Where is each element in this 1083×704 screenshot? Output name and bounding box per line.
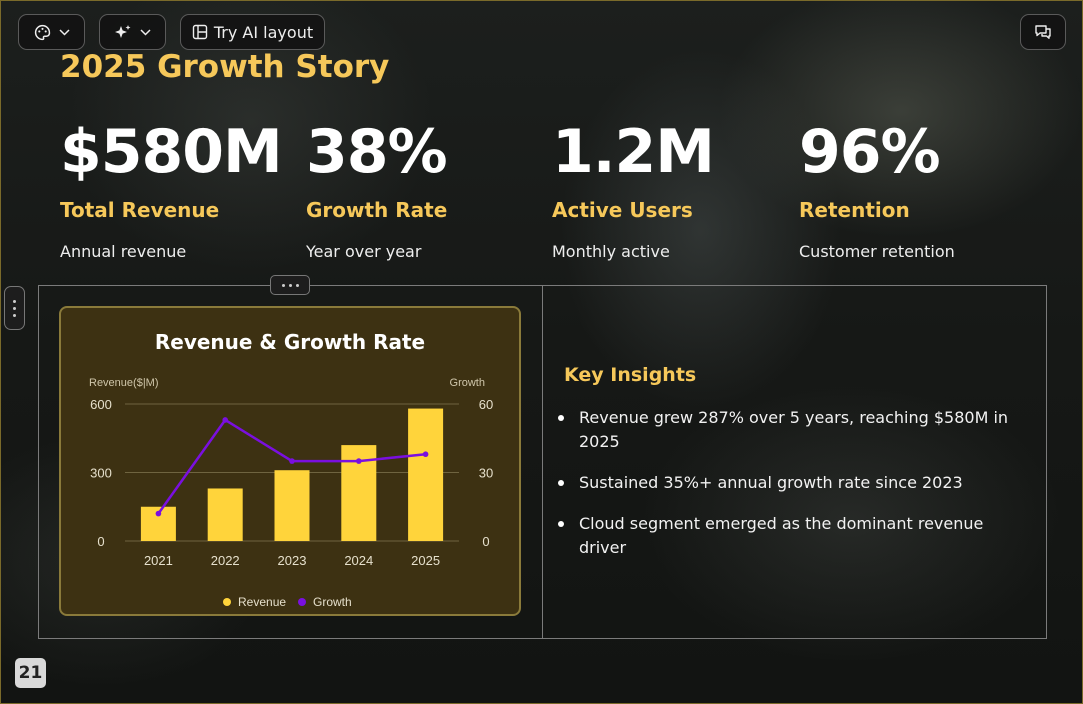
- content-block[interactable]: [38, 285, 1047, 639]
- stat-retention: 96% Retention Customer retention: [799, 116, 955, 261]
- block-drag-handle[interactable]: [270, 275, 310, 295]
- stat-label: Active Users: [552, 198, 693, 222]
- page-number-badge: 21: [15, 658, 46, 688]
- insights-title: Key Insights: [564, 364, 697, 386]
- growth-point-2022: [222, 417, 228, 423]
- bar-2023: [274, 470, 310, 541]
- y-axis-label-left: Revenue($|M): [89, 377, 159, 389]
- growth-point-2021: [155, 510, 162, 517]
- x-tick-label: 2024: [344, 553, 373, 568]
- y-tick-label-right: 0: [482, 534, 489, 549]
- bar-2022: [207, 488, 243, 541]
- list-item: Sustained 35%+ annual growth rate since …: [556, 471, 1026, 495]
- layout-icon: [192, 24, 208, 40]
- stat-label: Growth Rate: [306, 198, 448, 222]
- legend-marker-revenue: [223, 598, 231, 606]
- stat-label: Retention: [799, 198, 910, 222]
- stat-active-users: 1.2M Active Users Monthly active: [552, 116, 715, 261]
- y-axis-label-right: Growth: [450, 377, 485, 389]
- ai-menu-button[interactable]: [99, 14, 166, 50]
- stat-description: Annual revenue: [60, 242, 187, 261]
- try-ai-layout-label: Try AI layout: [213, 22, 314, 42]
- column-divider[interactable]: [542, 286, 543, 638]
- sparkle-icon: [115, 24, 131, 38]
- x-tick-label: 2023: [278, 553, 307, 568]
- theme-menu-button[interactable]: [18, 14, 85, 50]
- y-tick-label-left: 0: [97, 534, 104, 549]
- revenue-growth-chart: Revenue($|M) Growth 0 300 600 0 30 60 2021 2022 20…: [89, 377, 493, 609]
- chart-title: Revenue & Growth Rate: [154, 330, 426, 354]
- legend-marker-growth: [298, 598, 306, 606]
- stat-value: 1.2M: [552, 117, 715, 187]
- chart-card[interactable]: Revenue & Growth Rate Revenue($|M) Growth…: [59, 306, 521, 616]
- list-item: Revenue grew 287% over 5 years, reaching…: [556, 406, 1026, 454]
- chevron-down-icon: [140, 28, 151, 36]
- stat-description: Monthly active: [552, 242, 670, 261]
- stat-value: 96%: [799, 117, 941, 187]
- growth-point-2023: [289, 458, 295, 464]
- chat-icon: [1035, 25, 1051, 39]
- palette-icon: [34, 24, 50, 40]
- y-tick-label-left: 600: [90, 397, 112, 412]
- growth-point-2024: [356, 458, 362, 464]
- y-tick-label-left: 300: [90, 466, 112, 481]
- legend-label-revenue: Revenue: [238, 595, 286, 609]
- insights-list: Revenue grew 287% over 5 years, reaching…: [556, 406, 1026, 577]
- try-ai-layout-button[interactable]: Try AI layout: [180, 14, 325, 50]
- x-tick-label: 2021: [144, 553, 173, 568]
- stat-description: Year over year: [306, 242, 422, 261]
- y-tick-label-right: 60: [479, 397, 493, 412]
- y-tick-label-right: 30: [479, 466, 493, 481]
- growth-point-2025: [422, 451, 429, 458]
- stat-description: Customer retention: [799, 242, 955, 261]
- stat-value: 38%: [306, 117, 448, 187]
- stat-growth-rate: 38% Growth Rate Year over year: [306, 116, 448, 261]
- x-tick-label: 2022: [211, 553, 240, 568]
- bar-2025: [408, 408, 444, 541]
- comments-button[interactable]: [1020, 14, 1066, 50]
- stat-label: Total Revenue: [60, 198, 220, 222]
- slide-title: 2025 Growth Story: [60, 49, 390, 85]
- legend-label-growth: Growth: [313, 595, 352, 609]
- chevron-down-icon: [58, 28, 70, 36]
- stat-total-revenue: $580M Total Revenue Annual revenue: [60, 116, 283, 261]
- list-item: Cloud segment emerged as the dominant re…: [556, 512, 1026, 560]
- row-drag-handle[interactable]: [4, 286, 25, 330]
- x-tick-label: 2025: [411, 553, 440, 568]
- stat-value: $580M: [60, 117, 283, 187]
